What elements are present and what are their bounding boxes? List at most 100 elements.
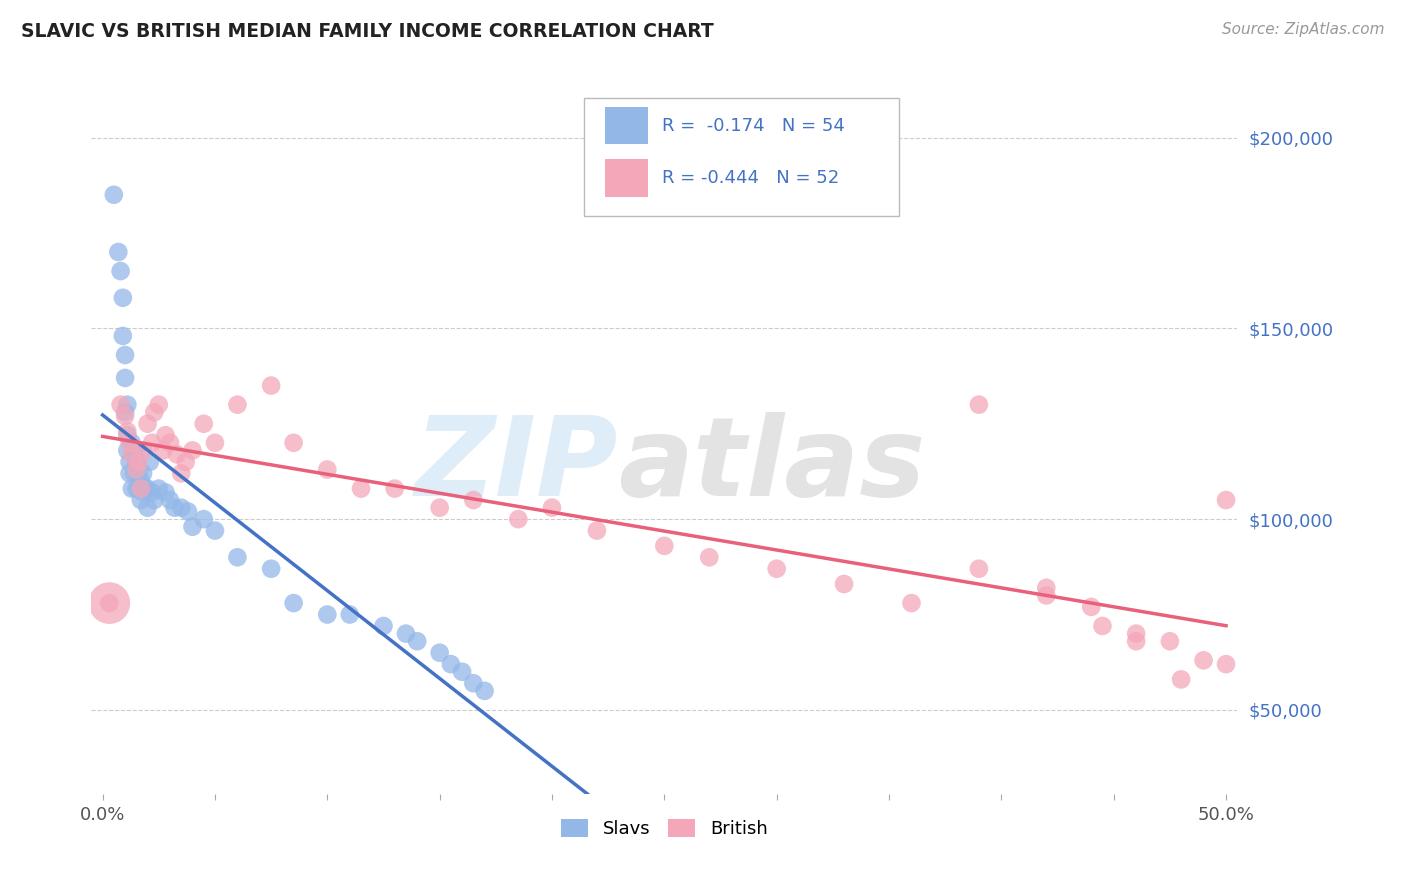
Point <box>451 665 474 679</box>
Point <box>373 619 395 633</box>
Point <box>103 187 125 202</box>
Point <box>181 443 204 458</box>
Point <box>114 348 136 362</box>
Text: Source: ZipAtlas.com: Source: ZipAtlas.com <box>1222 22 1385 37</box>
Point <box>111 291 134 305</box>
Point <box>170 500 193 515</box>
Point <box>136 500 159 515</box>
Point <box>1170 673 1192 687</box>
Point <box>117 443 139 458</box>
Point <box>114 405 136 419</box>
Point <box>1035 581 1057 595</box>
Point <box>174 455 197 469</box>
Point <box>193 512 215 526</box>
Point <box>463 493 485 508</box>
Point <box>143 405 166 419</box>
Point <box>132 443 155 458</box>
Point <box>143 493 166 508</box>
Point <box>832 577 855 591</box>
Point <box>339 607 361 622</box>
Point <box>1080 599 1102 614</box>
Point <box>652 539 675 553</box>
Text: R =  -0.174   N = 54: R = -0.174 N = 54 <box>662 117 845 135</box>
Point <box>1125 634 1147 648</box>
Point <box>316 462 339 476</box>
Point <box>139 455 162 469</box>
Point <box>125 482 148 496</box>
Point <box>1215 493 1237 508</box>
Point <box>128 455 150 469</box>
Point <box>125 462 148 476</box>
Point <box>1125 626 1147 640</box>
Point <box>541 500 564 515</box>
Point <box>586 524 609 538</box>
Point <box>1192 653 1215 667</box>
Point <box>98 596 121 610</box>
Point <box>406 634 429 648</box>
Point <box>129 493 152 508</box>
Point <box>121 447 143 461</box>
Point <box>107 245 129 260</box>
Point <box>159 435 181 450</box>
Point <box>163 500 186 515</box>
Point <box>1215 657 1237 672</box>
Point <box>260 378 283 392</box>
Point <box>152 443 174 458</box>
Point <box>1035 589 1057 603</box>
Point <box>155 428 177 442</box>
Point <box>900 596 922 610</box>
Point <box>132 467 155 481</box>
Point <box>967 398 990 412</box>
Point <box>440 657 463 672</box>
Point <box>1159 634 1181 648</box>
Point <box>117 428 139 442</box>
Point <box>110 264 132 278</box>
Point <box>114 409 136 423</box>
Point <box>122 443 145 458</box>
Point <box>117 398 139 412</box>
Point <box>474 683 496 698</box>
Point <box>226 550 249 565</box>
FancyBboxPatch shape <box>583 98 900 216</box>
Point <box>128 467 150 481</box>
Point <box>181 520 204 534</box>
Point <box>508 512 530 526</box>
Point <box>110 398 132 412</box>
Text: atlas: atlas <box>619 412 927 519</box>
Point <box>134 482 156 496</box>
Point <box>765 562 787 576</box>
Point <box>283 435 305 450</box>
Point <box>177 504 200 518</box>
Text: ZIP: ZIP <box>415 412 619 519</box>
Point <box>170 467 193 481</box>
Point <box>121 482 143 496</box>
Bar <box>605 107 648 145</box>
Point <box>141 435 163 450</box>
Text: SLAVIC VS BRITISH MEDIAN FAMILY INCOME CORRELATION CHART: SLAVIC VS BRITISH MEDIAN FAMILY INCOME C… <box>21 22 714 41</box>
Point <box>114 371 136 385</box>
Point <box>204 435 226 450</box>
Text: R = -0.444   N = 52: R = -0.444 N = 52 <box>662 169 839 187</box>
Point <box>121 435 143 450</box>
Legend: Slavs, British: Slavs, British <box>554 812 775 846</box>
Point <box>136 417 159 431</box>
Point <box>118 435 141 450</box>
Point <box>166 447 188 461</box>
Point <box>136 482 159 496</box>
Point <box>125 443 148 458</box>
Point <box>118 455 141 469</box>
Point <box>193 417 215 431</box>
Point <box>226 398 249 412</box>
Point <box>111 329 134 343</box>
Point <box>129 482 152 496</box>
Point <box>129 474 152 488</box>
Point <box>122 467 145 481</box>
Point <box>463 676 485 690</box>
Point <box>316 607 339 622</box>
Bar <box>605 160 648 196</box>
Point <box>697 550 720 565</box>
Point <box>204 524 226 538</box>
Point <box>967 562 990 576</box>
Point <box>148 482 170 496</box>
Point <box>148 398 170 412</box>
